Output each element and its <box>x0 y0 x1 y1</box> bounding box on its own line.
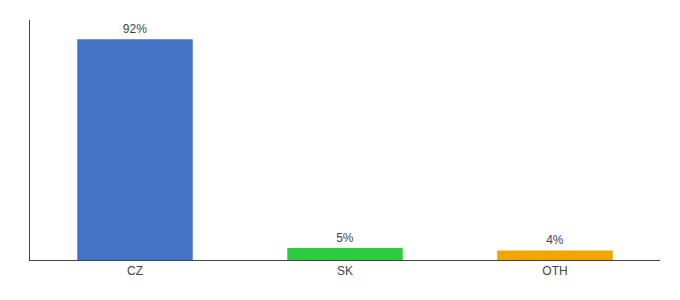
svg-text:CZ: CZ <box>127 264 143 278</box>
svg-text:SK: SK <box>337 264 353 278</box>
svg-text:4%: 4% <box>546 233 564 247</box>
svg-text:OTH: OTH <box>542 264 567 278</box>
svg-text:92%: 92% <box>123 22 147 36</box>
svg-text:5%: 5% <box>336 231 354 245</box>
